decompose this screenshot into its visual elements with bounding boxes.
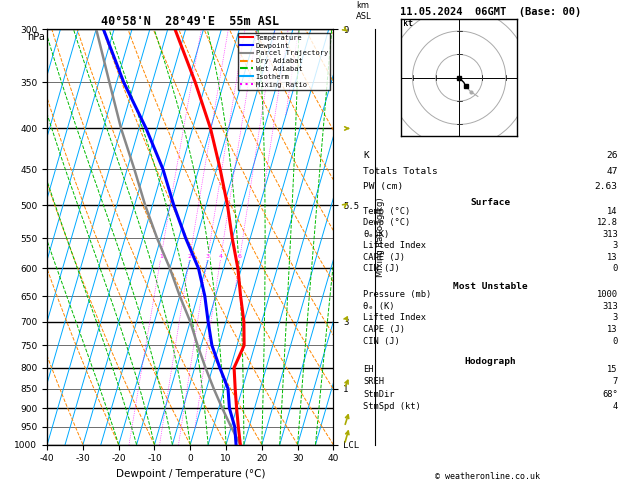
Text: Pressure (mb): Pressure (mb): [364, 290, 431, 299]
Text: 12.8: 12.8: [597, 218, 618, 227]
Text: 3: 3: [206, 254, 209, 259]
Text: 1000: 1000: [597, 290, 618, 299]
Y-axis label: Mixing Ratio (g/kg): Mixing Ratio (g/kg): [376, 197, 385, 277]
Text: Most Unstable: Most Unstable: [454, 282, 528, 292]
Text: StmSpd (kt): StmSpd (kt): [364, 402, 421, 411]
Y-axis label: hPa: hPa: [27, 33, 45, 42]
Text: 13: 13: [607, 253, 618, 262]
Text: 313: 313: [602, 230, 618, 239]
Text: 0: 0: [613, 337, 618, 346]
Text: Temp (°C): Temp (°C): [364, 207, 411, 216]
Text: Hodograph: Hodograph: [465, 357, 516, 366]
Text: θₑ (K): θₑ (K): [364, 302, 395, 311]
Text: Surface: Surface: [470, 198, 511, 207]
Text: 26: 26: [606, 152, 618, 160]
Text: CIN (J): CIN (J): [364, 264, 400, 273]
Text: K: K: [364, 152, 369, 160]
Text: SREH: SREH: [364, 377, 384, 386]
Text: CAPE (J): CAPE (J): [364, 325, 406, 334]
Text: 68°: 68°: [602, 390, 618, 399]
Text: 4: 4: [613, 402, 618, 411]
Text: 3: 3: [613, 242, 618, 250]
Text: kt: kt: [403, 19, 413, 29]
Text: 2: 2: [188, 254, 192, 259]
Text: 11.05.2024  06GMT  (Base: 00): 11.05.2024 06GMT (Base: 00): [400, 7, 581, 17]
Text: 2.63: 2.63: [595, 182, 618, 191]
Text: Dewp (°C): Dewp (°C): [364, 218, 411, 227]
X-axis label: Dewpoint / Temperature (°C): Dewpoint / Temperature (°C): [116, 469, 265, 479]
Text: 15: 15: [607, 364, 618, 374]
Text: 313: 313: [602, 302, 618, 311]
Title: 40°58'N  28°49'E  55m ASL: 40°58'N 28°49'E 55m ASL: [101, 15, 279, 28]
Text: 6: 6: [238, 254, 242, 259]
Text: EH: EH: [364, 364, 374, 374]
Text: CAPE (J): CAPE (J): [364, 253, 406, 262]
Text: Lifted Index: Lifted Index: [364, 242, 426, 250]
Text: StmDir: StmDir: [364, 390, 395, 399]
Text: 3: 3: [613, 313, 618, 322]
Text: 7: 7: [613, 377, 618, 386]
Text: Lifted Index: Lifted Index: [364, 313, 426, 322]
Text: 0: 0: [613, 264, 618, 273]
Text: θₑ(K): θₑ(K): [364, 230, 390, 239]
Text: © weatheronline.co.uk: © weatheronline.co.uk: [435, 472, 540, 481]
Text: 4: 4: [219, 254, 223, 259]
Text: 47: 47: [606, 167, 618, 176]
Text: Totals Totals: Totals Totals: [364, 167, 438, 176]
Y-axis label: km
ASL: km ASL: [356, 1, 372, 21]
Legend: Temperature, Dewpoint, Parcel Trajectory, Dry Adiabat, Wet Adiabat, Isotherm, Mi: Temperature, Dewpoint, Parcel Trajectory…: [238, 33, 330, 90]
Text: 13: 13: [607, 325, 618, 334]
Text: CIN (J): CIN (J): [364, 337, 400, 346]
Text: kt: kt: [403, 19, 413, 29]
Text: 14: 14: [607, 207, 618, 216]
Text: 1: 1: [159, 254, 163, 259]
Text: PW (cm): PW (cm): [364, 182, 404, 191]
